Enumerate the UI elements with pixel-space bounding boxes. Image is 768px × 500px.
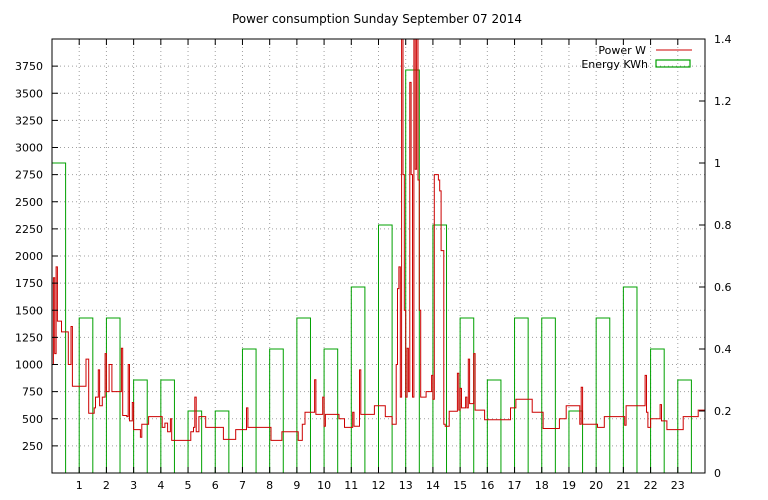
y-tick-label: 1500 [15,304,43,317]
y-tick-label: 1000 [15,359,43,372]
energy-bar [78,317,94,474]
x-tick-label: 13 [399,479,413,492]
energy-bar [650,348,665,474]
y2-tick-label: 0.2 [714,405,732,418]
energy-bar [677,379,692,474]
energy-bar [323,348,339,474]
energy-bars [51,69,692,474]
x-tick-label: 19 [562,479,576,492]
energy-bar [133,379,148,474]
energy-bar [514,317,529,474]
y-tick-label: 2750 [15,169,43,182]
legend-label-power: Power W [598,44,646,57]
x-tick-label: 5 [185,479,192,492]
y-tick-label: 250 [22,440,43,453]
legend-swatch-energy [655,59,691,68]
y2-tick-label: 0.6 [714,281,732,294]
legend: Power W Energy KWh [581,44,692,71]
energy-bar [459,317,475,474]
y-tick-label: 750 [22,386,43,399]
energy-bar [568,410,584,474]
energy-bar [622,286,638,474]
x-tick-label: 22 [644,479,658,492]
x-tick-label: 18 [535,479,549,492]
energy-bar [378,224,393,474]
energy-bar [241,348,257,474]
y-tick-label: 3750 [15,60,43,73]
x-tick-label: 16 [480,479,494,492]
y-tick-label: 2500 [15,196,43,209]
legend-label-energy: Energy KWh [581,58,648,71]
y-tick-label: 500 [22,413,43,426]
energy-bar [486,379,502,474]
x-tick-label: 11 [344,479,358,492]
chart-title: Power consumption Sunday September 07 20… [232,12,522,26]
x-tick-label: 17 [508,479,522,492]
y2-tick-label: 1.4 [714,33,732,46]
energy-bar [214,410,230,474]
y2-tick-label: 0 [714,467,721,480]
y2-tick-label: 1.2 [714,95,732,108]
x-tick-label: 2 [103,479,110,492]
x-tick-label: 20 [589,479,603,492]
y2-tick-label: 0.4 [714,343,732,356]
y2-tick-label: 1 [714,157,721,170]
y-tick-label: 2000 [15,250,43,263]
energy-bar [269,348,284,474]
y-tick-label: 1750 [15,277,43,290]
energy-bar [595,317,611,474]
y2-tick-label: 0.8 [714,219,732,232]
x-tick-label: 10 [317,479,331,492]
x-tick-label: 3 [130,479,137,492]
x-tick-label: 6 [212,479,219,492]
x-tick-label: 15 [453,479,467,492]
x-tick-label: 14 [426,479,440,492]
y-tick-label: 3250 [15,114,43,127]
grid [52,39,705,473]
x-tick-label: 9 [293,479,300,492]
x-tick-label: 8 [266,479,273,492]
y-tick-label: 1250 [15,331,43,344]
energy-bar [541,317,556,474]
energy-bar [350,286,366,474]
y-tick-label: 3500 [15,87,43,100]
power-line-path [52,38,705,441]
energy-bar [432,224,448,474]
x-tick-label: 1 [76,479,83,492]
y-tick-label: 2250 [15,223,43,236]
y-tick-label: 3000 [15,142,43,155]
power-line [52,38,705,441]
x-tick-label: 12 [372,479,386,492]
x-tick-label: 21 [616,479,630,492]
axes: 1 2 3 4 5 6 7 8 9 10 11 12 13 14 15 16 17 18 19 20 21 22 23250… [15,33,732,492]
energy-bar [296,317,311,474]
x-tick-label: 4 [157,479,164,492]
x-tick-label: 23 [671,479,685,492]
energy-bar [51,162,67,474]
energy-bar [105,317,121,474]
x-tick-label: 7 [239,479,246,492]
